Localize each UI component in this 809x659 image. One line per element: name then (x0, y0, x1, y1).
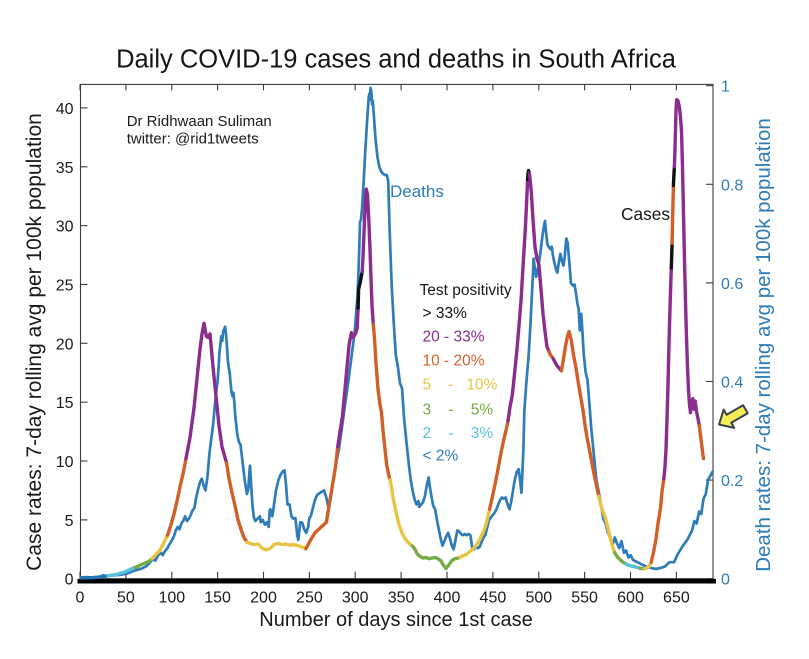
svg-text:15: 15 (56, 395, 74, 412)
svg-text:400: 400 (434, 590, 461, 607)
svg-text:0: 0 (76, 590, 85, 607)
svg-text:Dr Ridhwaan Suliman: Dr Ridhwaan Suliman (127, 113, 272, 130)
svg-text:40: 40 (56, 101, 74, 118)
svg-text:450: 450 (480, 590, 507, 607)
svg-text:30: 30 (56, 219, 74, 236)
svg-text:3 - 5%: 3 - 5% (423, 402, 494, 419)
svg-text:550: 550 (571, 590, 598, 607)
svg-text:twitter: @rid1tweets: twitter: @rid1tweets (127, 131, 259, 148)
svg-text:250: 250 (296, 590, 323, 607)
svg-text:2 - 3%: 2 - 3% (423, 425, 494, 442)
svg-text:0.4: 0.4 (721, 375, 743, 392)
svg-text:10 - 20%: 10 - 20% (423, 353, 485, 370)
svg-text:0.8: 0.8 (721, 177, 743, 194)
svg-text:1: 1 (721, 79, 730, 96)
svg-text:600: 600 (617, 590, 644, 607)
svg-text:Death rates: 7-day rolling avg: Death rates: 7-day rolling avg per 100k … (752, 118, 775, 572)
svg-text:Number of days since 1st case: Number of days since 1st case (259, 609, 532, 631)
svg-text:25: 25 (56, 278, 74, 295)
svg-text:0: 0 (65, 572, 74, 589)
svg-text:Case rates: 7-day rolling avg: Case rates: 7-day rolling avg per 100k p… (23, 113, 46, 571)
svg-text:Daily COVID-19 cases and death: Daily COVID-19 cases and deaths in South… (116, 46, 677, 74)
svg-text:200: 200 (250, 590, 277, 607)
svg-text:0.2: 0.2 (721, 473, 743, 490)
svg-text:> 33%: > 33% (423, 305, 468, 322)
svg-text:20: 20 (56, 336, 74, 353)
svg-text:350: 350 (388, 590, 415, 607)
svg-text:20 - 33%: 20 - 33% (423, 329, 485, 346)
svg-text:300: 300 (342, 590, 369, 607)
svg-text:650: 650 (663, 590, 690, 607)
svg-text:5 - 10%: 5 - 10% (423, 377, 498, 394)
svg-text:500: 500 (525, 590, 552, 607)
svg-text:0.6: 0.6 (721, 276, 743, 293)
svg-text:5: 5 (65, 513, 74, 530)
svg-text:< 2%: < 2% (423, 448, 459, 465)
svg-text:10: 10 (56, 454, 74, 471)
svg-text:Test positivity: Test positivity (420, 282, 512, 299)
svg-text:Cases: Cases (621, 204, 670, 224)
svg-text:35: 35 (56, 160, 74, 177)
svg-text:50: 50 (117, 590, 135, 607)
svg-text:Deaths: Deaths (390, 182, 444, 201)
svg-text:100: 100 (158, 590, 185, 607)
svg-text:0: 0 (721, 572, 730, 589)
svg-text:150: 150 (204, 590, 231, 607)
